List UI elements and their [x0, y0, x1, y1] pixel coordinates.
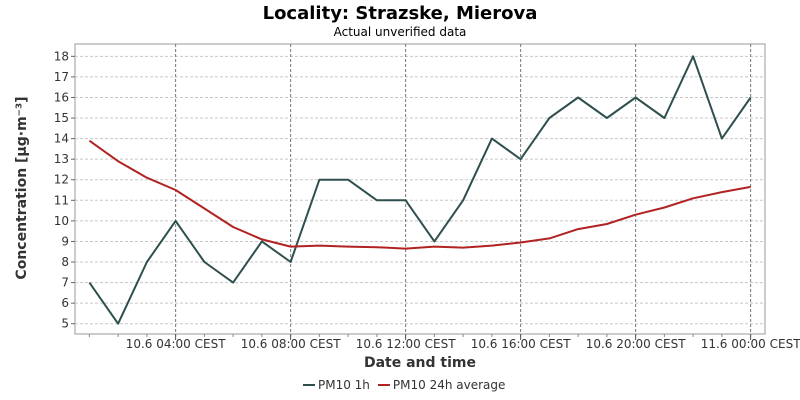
y-tick-label: 16	[54, 90, 69, 104]
x-tick-label: 10.6 12:00 CEST	[356, 337, 457, 351]
y-tick-label: 12	[54, 173, 69, 187]
y-axis-label: Concentration [µg·m⁻³]	[14, 96, 30, 279]
series-line-pm10-24h-average	[88, 139, 751, 250]
y-tick-label: 5	[61, 317, 69, 331]
series-line-pm10-1h	[88, 55, 752, 325]
x-tick-label: 10.6 04:00 CEST	[126, 337, 227, 351]
y-tick-label: 9	[61, 234, 69, 248]
y-tick-label: 8	[61, 255, 69, 269]
y-tick-label: 17	[54, 70, 69, 84]
chart-subtitle: Actual unverified data	[334, 25, 467, 39]
chart-title: Locality: Strazske, Mierova	[263, 3, 538, 24]
x-tick-label: 10.6 16:00 CEST	[471, 337, 572, 351]
y-tick-label: 10	[54, 214, 69, 228]
plot-area	[74, 43, 766, 335]
x-tick-label: 11.6 00:00 CEST	[701, 337, 800, 351]
x-tick-label: 10.6 08:00 CEST	[241, 337, 342, 351]
y-tick-label: 11	[54, 193, 69, 207]
y-tick-label: 14	[54, 132, 69, 146]
y-tick-label: 15	[54, 111, 69, 125]
axis-ticks: 5 6 7 8 9 10 11 12 13 14 15 16 17 18 10.6 04:00 CEST 10…	[54, 49, 800, 351]
y-tick-label: 18	[54, 49, 69, 63]
series-lines	[88, 55, 752, 325]
legend-label: PM10 1h	[318, 378, 370, 392]
x-tick-label: 10.6 20:00 CEST	[586, 337, 687, 351]
x-axis-label: Date and time	[364, 355, 476, 371]
legend: PM10 1h PM10 24h average	[303, 378, 505, 392]
legend-label: PM10 24h average	[393, 378, 506, 392]
y-tick-label: 13	[54, 152, 69, 166]
y-tick-label: 6	[61, 296, 69, 310]
y-tick-label: 7	[61, 276, 69, 290]
